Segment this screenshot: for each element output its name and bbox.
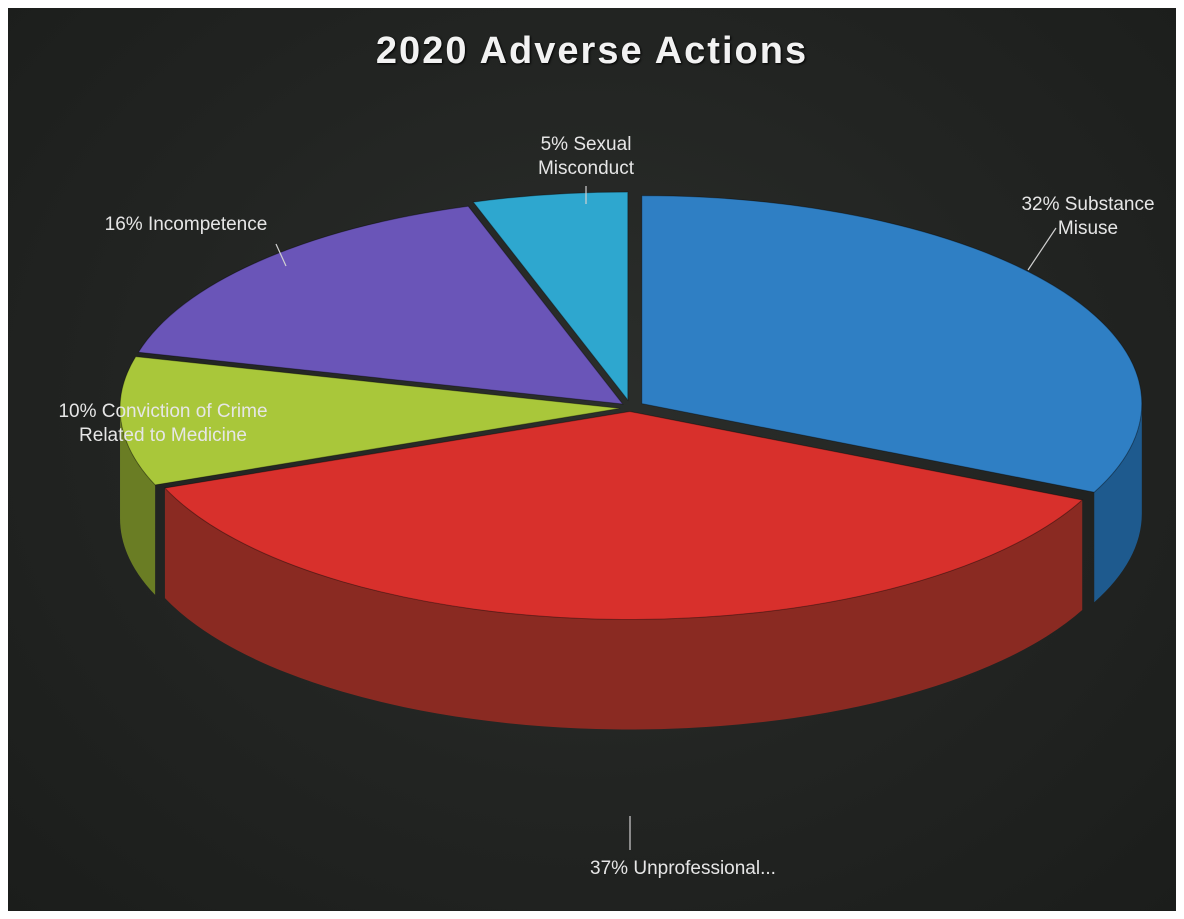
slice-side-2 — [120, 408, 156, 595]
slice-0 — [641, 195, 1143, 603]
slice-1 — [163, 410, 1084, 730]
slice-label-0: Misuse — [1058, 218, 1118, 239]
chart-title: 2020 Adverse Actions — [375, 30, 809, 72]
pie-chart: 32% Substance Misuse 37% Unprofessional...… — [58, 134, 1154, 879]
slice-label-2: 10% Conviction of Crime — [58, 401, 267, 422]
slice-label-0: 32% Substance — [1021, 194, 1154, 215]
slice-4 — [472, 191, 629, 402]
slice-top-2 — [119, 356, 621, 486]
slice-label-2: Related to Medicine — [79, 425, 247, 446]
slice-side-0 — [1094, 403, 1142, 603]
slice-label-4: 5% Sexual — [541, 134, 632, 155]
slice-3 — [137, 205, 624, 405]
slice-top-3 — [137, 205, 624, 405]
slice-top-4 — [472, 191, 629, 402]
slice-top-1 — [163, 410, 1084, 620]
slice-2 — [119, 356, 621, 595]
slice-side-1 — [164, 488, 1083, 730]
slice-top-0 — [641, 195, 1143, 493]
slice-label-1: 37% Unprofessional... — [590, 858, 776, 879]
leader-line-0 — [1027, 227, 1057, 271]
chart-frame: 2020 Adverse Actions 32% Substance Misuse… — [8, 8, 1176, 911]
leader-line-3 — [275, 243, 287, 267]
slice-label-4: Misconduct — [538, 158, 635, 179]
slice-label-3: 16% Incompetence — [105, 214, 268, 235]
